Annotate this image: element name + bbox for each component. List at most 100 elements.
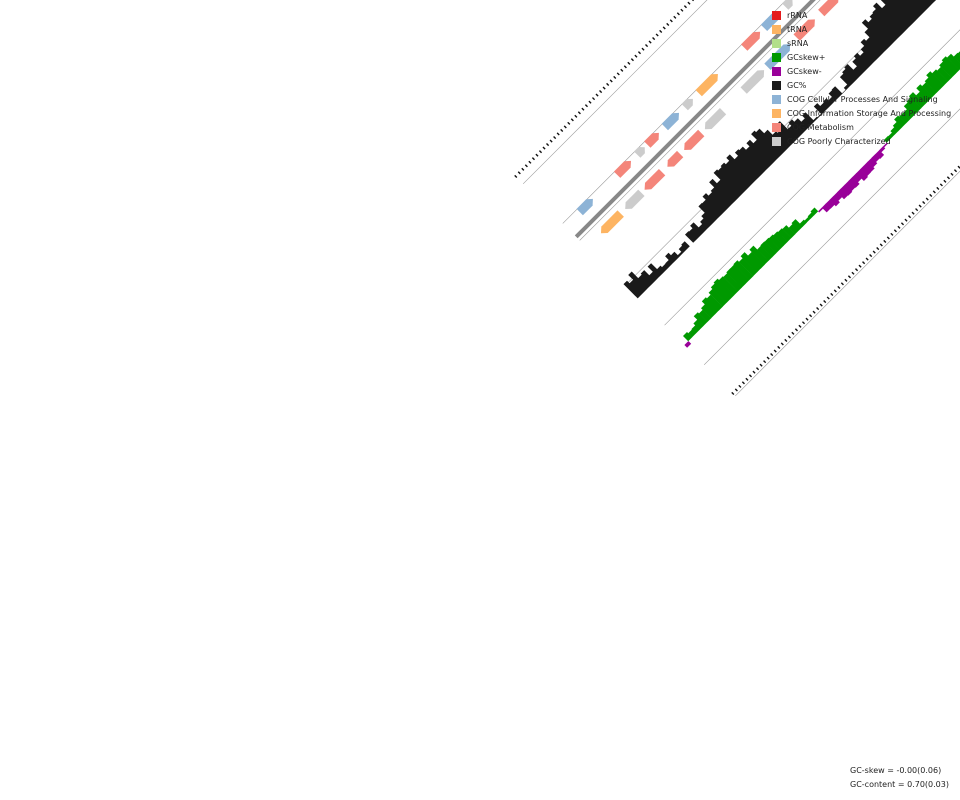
minor-tick [755, 367, 760, 371]
minor-tick [872, 250, 876, 254]
legend-item: sRNA [772, 36, 951, 50]
minor-tick [770, 353, 774, 357]
minor-tick [741, 381, 745, 385]
outer-minor-tick [616, 72, 620, 76]
minor-tick [812, 310, 816, 314]
outer-minor-tick [669, 19, 673, 23]
gc-skew-positive-bin [888, 132, 895, 139]
gc-skew-negative-bin [837, 188, 849, 200]
outer-minor-tick [683, 5, 687, 9]
outer-minor-tick [602, 86, 606, 90]
outer-minor-tick [567, 121, 571, 125]
gc-skew-positive-bin [726, 268, 746, 288]
gc-skew-positive-bin [804, 216, 811, 223]
outer-minor-tick [637, 51, 642, 55]
outer-minor-tick [528, 160, 532, 164]
outer-minor-tick [634, 54, 638, 58]
legend-item: COG Cellular Processes And Signaling [772, 92, 951, 106]
outer-minor-tick [659, 29, 663, 34]
gc-skew-positive-bin [782, 225, 796, 239]
outer-minor-tick [570, 118, 574, 122]
outer-minor-tick [627, 61, 631, 65]
legend-label: COG Metabolism [787, 122, 854, 132]
gene-arrow [667, 150, 684, 167]
minor-tick [939, 183, 943, 187]
minor-tick [869, 254, 873, 258]
minor-tick [936, 186, 940, 190]
legend-label: COG Information Storage And Processing [787, 108, 952, 118]
outer-minor-tick [655, 33, 659, 37]
gc-content-stat: GC-content = 0.70(0.03) [850, 780, 949, 789]
minor-tick [844, 278, 848, 282]
gc-skew-positive-bin [932, 69, 948, 86]
outer-minor-tick [648, 40, 652, 44]
outer-minor-tick [574, 114, 578, 118]
gc-skew-positive-bin [693, 319, 704, 330]
gc-skew-positive-bin [788, 223, 800, 235]
outer-minor-tick [623, 65, 627, 69]
gc-skew-negative-bin [829, 195, 840, 207]
outer-minor-tick [560, 128, 564, 132]
legend-label: COG Poorly Characterized [787, 136, 891, 146]
gc-skew-positive-bin [908, 92, 926, 109]
gc-skew-negative-bin [852, 173, 862, 183]
minor-tick [847, 275, 852, 279]
gc-skew-negative-bin [856, 169, 868, 181]
legend-item: GCskew- [772, 64, 951, 78]
gene-arrow [576, 198, 593, 216]
gc-skew-positive-bin [701, 297, 719, 315]
gc-skew-positive-bin [953, 52, 960, 64]
minor-tick [794, 328, 798, 332]
legend-label: tRNA [787, 24, 808, 34]
gc-skew-negative-bin [833, 192, 843, 201]
gene-arrow [681, 98, 693, 111]
minor-tick [823, 299, 827, 304]
gc-skew-positive-bin [691, 325, 700, 334]
minor-tick [830, 292, 834, 297]
legend-item: COG Information Storage And Processing [772, 106, 951, 120]
gc-skew-positive-bin [764, 237, 780, 254]
gc-skew-positive-bin [884, 135, 891, 143]
gc-skew-positive-bin [894, 115, 906, 128]
legend-label: rRNA [787, 10, 808, 20]
outer-minor-tick [613, 75, 617, 79]
gc-skew-positive-bin [718, 276, 738, 296]
minor-tick [929, 193, 933, 198]
gc-skew-negative-bin [867, 157, 878, 168]
minor-tick [862, 261, 866, 265]
gc-skew-positive-bin [710, 283, 731, 303]
minor-tick [883, 239, 887, 243]
gc-skew-positive-bin [899, 112, 910, 124]
gc-skew-negative-bin [875, 150, 885, 159]
gc-skew-negative-bin [825, 199, 835, 209]
gene-arrow [818, 0, 839, 17]
legend-item: tRNA [772, 22, 951, 36]
gene-arrow [644, 169, 666, 190]
minor-tick [851, 271, 855, 275]
minor-tick [777, 345, 781, 350]
gene-arrow [782, 0, 793, 10]
gc-skew-positive-bin [749, 245, 769, 265]
legend-swatch [772, 38, 781, 48]
gc-skew-positive-bin [706, 294, 723, 311]
minor-tick [908, 215, 912, 219]
guide-line [562, 0, 787, 224]
outer-minor-tick [620, 68, 624, 72]
minor-tick [918, 204, 922, 208]
gc-skew-positive-bin [915, 91, 929, 105]
gene-feature-tracks [576, 0, 839, 234]
outer-minor-tick [563, 125, 567, 129]
outer-minor-tick [687, 1, 691, 5]
minor-tick [897, 225, 901, 229]
genome-stats: GC-skew = -0.00(0.06) GC-content = 0.70(… [850, 764, 949, 792]
gc-skew-positive-bin [773, 231, 788, 246]
minor-tick [886, 236, 890, 240]
minor-tick [837, 285, 841, 289]
minor-tick [816, 307, 820, 311]
gc-skew-positive-bin [768, 234, 784, 250]
legend-label: GC% [787, 80, 807, 90]
gc-skew-positive-bin [892, 121, 903, 132]
gc-skew-track [683, 51, 960, 348]
legend-swatch [772, 66, 781, 76]
